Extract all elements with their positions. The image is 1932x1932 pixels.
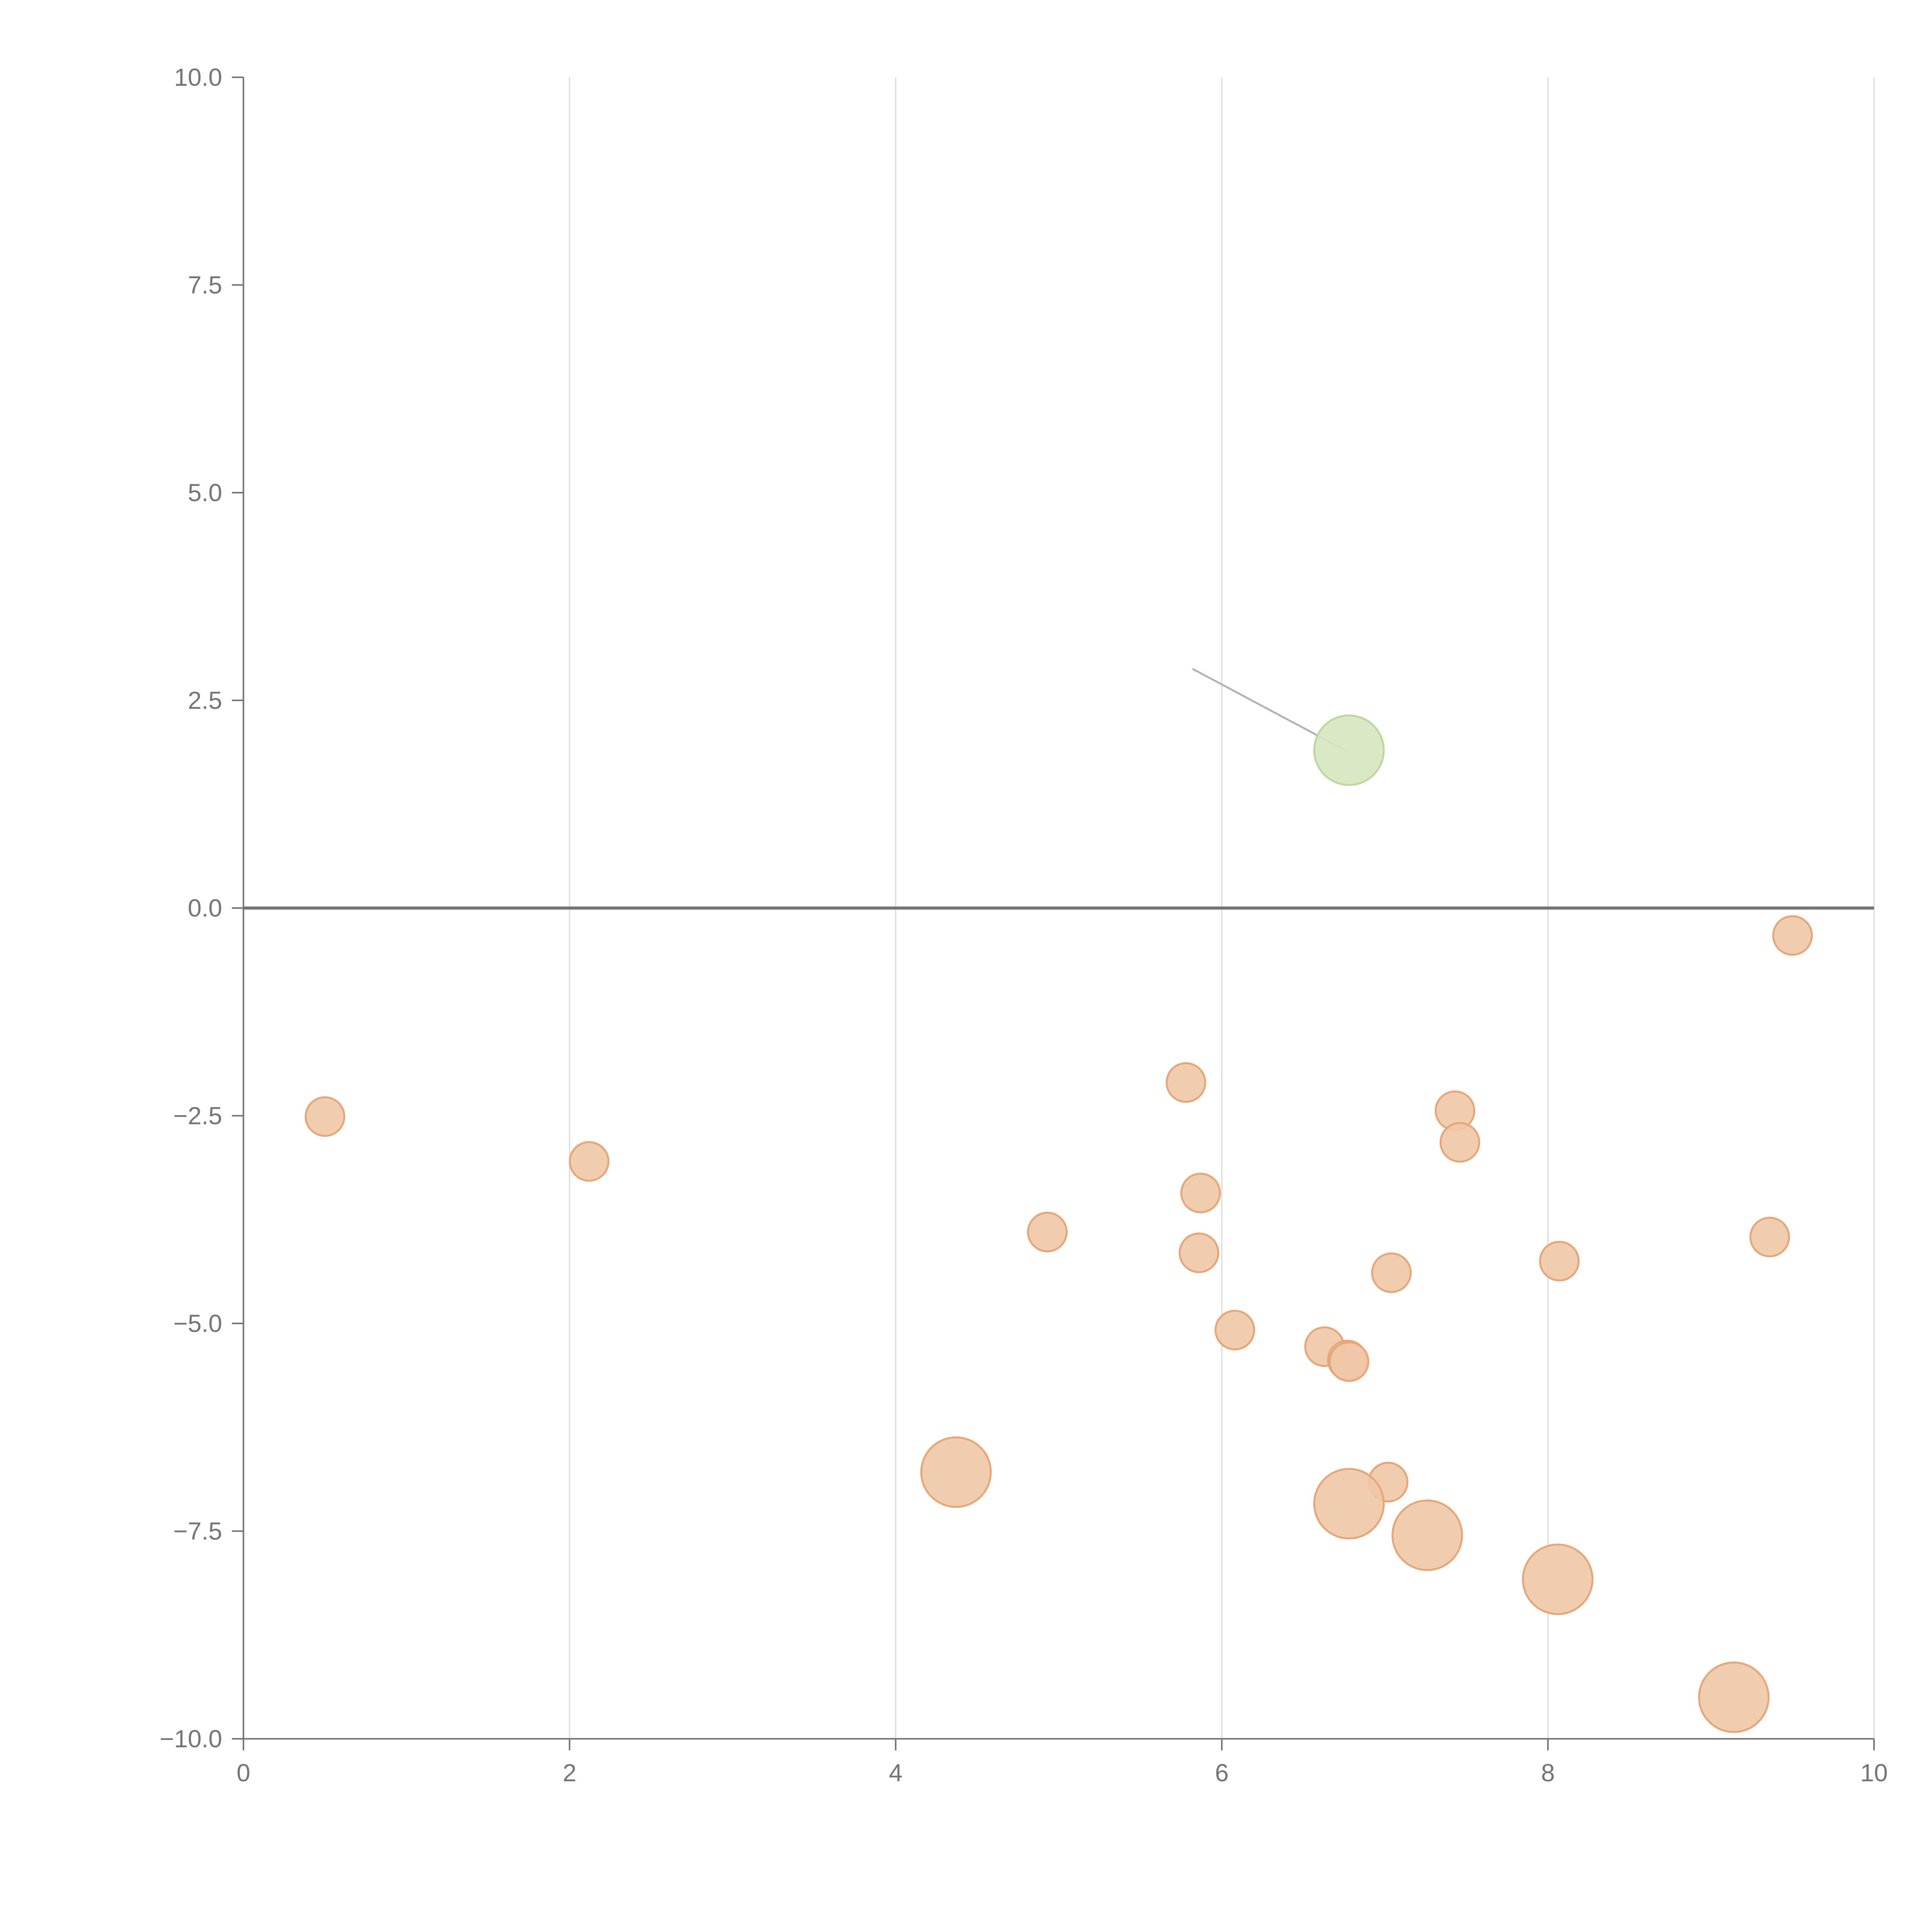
y-tick-label: −5.0 <box>173 1310 222 1337</box>
data-point[interactable] <box>1313 714 1385 786</box>
y-tick-label: −2.5 <box>173 1102 222 1130</box>
y-tick-label: 0.0 <box>188 894 222 922</box>
x-tick-label: 10 <box>1860 1759 1888 1787</box>
x-tick-label: 0 <box>236 1759 250 1787</box>
y-tick-label: 5.0 <box>188 479 222 507</box>
data-point[interactable] <box>1391 1499 1463 1571</box>
axes <box>243 77 1874 1740</box>
y-axis-ticks: −10.0 −7.5 −5.0 −2.5 0.0 2.5 5.0 7.5 10.0 <box>160 63 243 1753</box>
data-points <box>304 714 1813 1733</box>
x-axis-ticks: 0 2 4 6 8 10 <box>236 1739 1888 1787</box>
data-point[interactable] <box>1313 1468 1385 1540</box>
data-point[interactable] <box>1179 1232 1219 1273</box>
data-point[interactable] <box>1214 1310 1255 1350</box>
x-tick-label: 4 <box>889 1759 903 1787</box>
y-tick-label: 7.5 <box>188 271 222 299</box>
data-point[interactable] <box>1772 915 1813 956</box>
data-point[interactable] <box>304 1096 345 1137</box>
data-point[interactable] <box>920 1436 992 1508</box>
x-tick-label: 2 <box>563 1759 577 1787</box>
data-point[interactable] <box>1180 1172 1221 1213</box>
y-tick-label: 10.0 <box>174 63 222 91</box>
x-tick-label: 6 <box>1215 1759 1229 1787</box>
data-point[interactable] <box>1371 1252 1412 1293</box>
y-tick-label: −7.5 <box>173 1517 222 1545</box>
data-point[interactable] <box>1027 1212 1068 1252</box>
data-point[interactable] <box>569 1141 610 1182</box>
data-point[interactable] <box>1328 1341 1369 1382</box>
data-point[interactable] <box>1698 1662 1770 1733</box>
y-tick-label: −10.0 <box>160 1725 222 1753</box>
data-point[interactable] <box>1522 1543 1594 1615</box>
y-tick-label: 2.5 <box>188 687 222 714</box>
data-point[interactable] <box>1749 1216 1790 1257</box>
data-point[interactable] <box>1439 1122 1480 1163</box>
data-point[interactable] <box>1165 1062 1206 1103</box>
x-tick-label: 8 <box>1541 1759 1555 1787</box>
data-point[interactable] <box>1539 1241 1580 1282</box>
